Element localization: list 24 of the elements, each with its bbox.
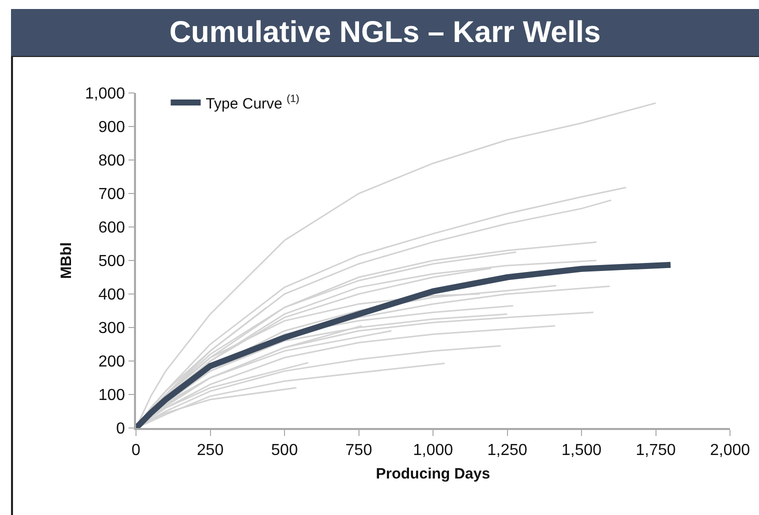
y-tick-label: 1,000 [85, 86, 126, 103]
y-tick-label: 0 [116, 420, 126, 438]
y-tick-label: 300 [98, 320, 126, 338]
y-tick-label: 400 [98, 286, 126, 304]
x-tick-label: 750 [345, 442, 372, 459]
x-tick-label: 500 [271, 442, 298, 459]
y-tick-label: 900 [98, 119, 126, 136]
y-tick-label: 700 [98, 186, 126, 204]
x-tick-label: 250 [196, 442, 224, 459]
x-axis-title: Producing Days [376, 465, 490, 482]
x-tick-label: 1,250 [487, 442, 528, 459]
y-tick-label: 600 [98, 220, 126, 237]
y-tick-label: 200 [98, 354, 126, 371]
x-tick-label: 0 [132, 442, 141, 459]
x-tick-label: 1,500 [561, 442, 602, 459]
y-tick-label: 500 [98, 253, 126, 270]
x-tick-label: 1,000 [412, 442, 454, 459]
x-tick-label: 1,750 [636, 442, 676, 459]
x-tick-label: 2,000 [710, 442, 750, 459]
chart-title: Cumulative NGLs – Karr Wells [11, 9, 759, 56]
legend-label: Type Curve $^{(1)}$ [206, 93, 300, 112]
y-tick-label: 800 [98, 152, 126, 170]
y-tick-label: 100 [98, 387, 126, 404]
y-axis-title: MBbl [58, 242, 75, 279]
